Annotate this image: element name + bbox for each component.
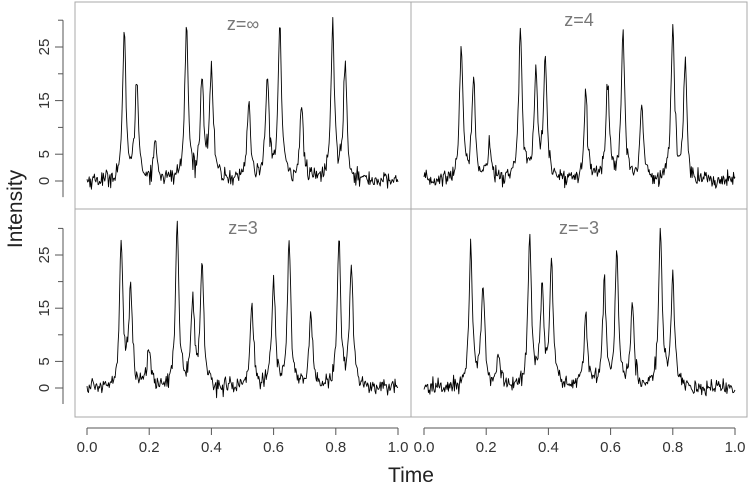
y-tick-label-row-2-0: 0 <box>36 384 53 392</box>
axes-layer: 0 5 15 25 0 5 15 25 0.0 0.2 0.4 0.6 0.8 1.0 0.0 0.2 0.4 0… <box>36 19 746 456</box>
x-tick-label-col-2-0: 0.0 <box>414 439 435 456</box>
y-tick-label-row-1-0: 0 <box>36 177 53 185</box>
panel-bottom-right-frame <box>410 208 748 418</box>
panel-title-1: z=∞ <box>227 14 260 34</box>
x-tick-label-col-1-0: 0.0 <box>77 439 98 456</box>
y-tick-label-row-1-2: 15 <box>36 92 53 109</box>
x-tick-label-col-2-3: 0.6 <box>600 439 621 456</box>
y-tick-label-row-1-3: 25 <box>36 39 53 56</box>
series-line-panel-3 <box>86 220 399 399</box>
x-tick-label-col-1-5: 1.0 <box>388 439 409 456</box>
y-tick-label-row-2-2: 15 <box>36 300 53 317</box>
x-tick-label-col-2-2: 0.4 <box>538 439 559 456</box>
x-tick-label-col-2-1: 0.2 <box>476 439 497 456</box>
x-tick-label-col-1-3: 0.6 <box>263 439 284 456</box>
x-tick-label-col-1-1: 0.2 <box>139 439 160 456</box>
series-line-panel-2 <box>423 23 736 189</box>
x-axis-title: Time <box>388 464 434 487</box>
series-line-panel-4 <box>423 227 736 397</box>
y-axis-title: Intensity <box>4 169 27 248</box>
y-tick-label-row-2-1: 5 <box>36 357 53 365</box>
panel-bottom-left-frame <box>74 208 412 418</box>
y-tick-label-row-2-3: 25 <box>36 247 53 264</box>
panel-title-4: z=−3 <box>559 218 599 238</box>
panel-title-3: z=3 <box>228 218 258 238</box>
series-line-panel-1 <box>86 16 399 190</box>
traces-layer <box>86 16 736 399</box>
panel-title-2: z=4 <box>564 10 594 30</box>
x-tick-label-col-1-4: 0.8 <box>325 439 346 456</box>
y-tick-label-row-1-1: 5 <box>36 150 53 158</box>
x-tick-label-col-2-5: 1.0 <box>725 439 746 456</box>
x-tick-label-col-2-4: 0.8 <box>662 439 683 456</box>
x-tick-label-col-1-2: 0.4 <box>201 439 222 456</box>
